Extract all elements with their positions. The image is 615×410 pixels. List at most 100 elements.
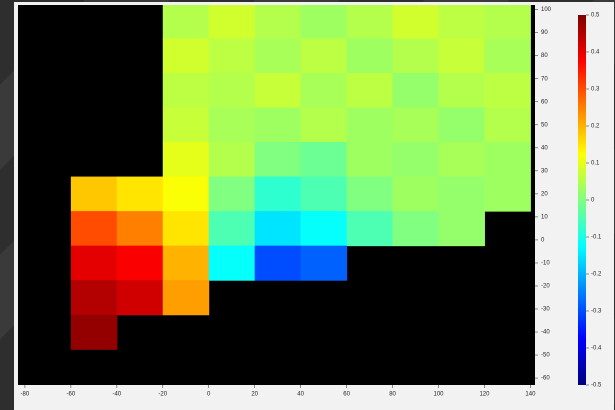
heatmap-cell [209, 177, 255, 212]
colorbar-tick-label: 0.2 [591, 124, 600, 130]
heatmap-cell [163, 73, 209, 108]
heatmap-cell [71, 246, 117, 281]
heatmap-cell [484, 4, 530, 39]
heatmap-cell [301, 246, 347, 281]
heatmap-cell [393, 73, 439, 108]
heatmap-cell [438, 107, 484, 142]
y-tick-label: 10 [541, 214, 548, 220]
heatmap-cell [163, 38, 209, 73]
colorbar-tick-label: 0.3 [591, 87, 600, 93]
x-tick-label: -40 [112, 392, 121, 398]
heatmap-cell [255, 107, 301, 142]
colorbar-tick-label: -0.1 [591, 235, 602, 241]
heatmap-cell [209, 107, 255, 142]
y-tick-label: -50 [541, 353, 550, 359]
heatmap-cell [347, 107, 393, 142]
x-tick-label: 100 [433, 392, 444, 398]
heatmap-cell [393, 4, 439, 39]
heatmap-cell [255, 246, 301, 281]
heatmap-cell [209, 211, 255, 246]
heatmap-cell [163, 280, 209, 315]
heatmap-cell [347, 4, 393, 39]
heatmap-cell [484, 107, 530, 142]
heatmap-cell [301, 142, 347, 177]
heatmap-cell [255, 4, 301, 39]
heatmap-cell [117, 280, 163, 315]
heatmap-cell [163, 4, 209, 39]
heatmap-cell [484, 38, 530, 73]
heatmap-cell [393, 142, 439, 177]
y-tick-label: 40 [541, 145, 548, 151]
x-tick-label: 80 [389, 392, 396, 398]
heatmap-cell [255, 211, 301, 246]
heatmap-cell [71, 177, 117, 212]
y-tick-label: -10 [541, 261, 550, 267]
heatmap-cell [71, 280, 117, 315]
colorbar-tick-label: -0.4 [591, 346, 602, 352]
heatmap-cell [163, 246, 209, 281]
heatmap-cell [163, 142, 209, 177]
heatmap-cell [301, 73, 347, 108]
heatmap-cell [255, 142, 301, 177]
y-tick-label: 70 [541, 76, 548, 82]
colorbar [578, 15, 586, 385]
x-tick-label: -60 [67, 392, 76, 398]
heatmap-cell [438, 211, 484, 246]
x-tick-label: -20 [158, 392, 167, 398]
heatmap-cell [484, 142, 530, 177]
heatmap-cell [163, 177, 209, 212]
heatmap-cell [347, 38, 393, 73]
heatmap-cell [117, 211, 163, 246]
y-tick-label: -60 [541, 376, 550, 382]
colorbar-tick-label: -0.3 [591, 309, 602, 315]
heatmap-cell [255, 177, 301, 212]
heatmap-cell [255, 38, 301, 73]
heatmap-cell [71, 315, 117, 350]
y-tick-label: 60 [541, 99, 548, 105]
colorbar-tick-label: -0.5 [591, 383, 602, 389]
y-tick-label: 100 [541, 7, 552, 13]
heatmap-cell [301, 4, 347, 39]
heatmap-cell [209, 4, 255, 39]
y-tick-label: 80 [541, 53, 548, 59]
heatmap-cell [438, 73, 484, 108]
x-tick-label: 40 [297, 392, 304, 398]
heatmap-cell [438, 142, 484, 177]
heatmap-cell [393, 211, 439, 246]
heatmap-cell [301, 211, 347, 246]
y-tick-label: 90 [541, 30, 548, 36]
heatmap-cell [209, 38, 255, 73]
heatmap-cell [347, 73, 393, 108]
y-tick-label: -40 [541, 330, 550, 336]
heatmap-cell [393, 177, 439, 212]
y-tick-label: 30 [541, 168, 548, 174]
x-tick-label: 140 [525, 392, 536, 398]
chart: -80-60-40-200204060801001201401009080706… [0, 0, 615, 410]
heatmap-cell [484, 73, 530, 108]
heatmap-cell [301, 177, 347, 212]
colorbar-tick-label: 0.1 [591, 161, 600, 167]
heatmap-cell [71, 211, 117, 246]
y-tick-label: 20 [541, 191, 548, 197]
heatmap-cell [301, 38, 347, 73]
heatmap-cell [117, 177, 163, 212]
heatmap-cell [255, 73, 301, 108]
y-tick-label: 50 [541, 122, 548, 128]
heatmap-cell [438, 38, 484, 73]
page: -80-60-40-200204060801001201401009080706… [0, 0, 615, 410]
colorbar-tick-label: 0.5 [591, 13, 600, 19]
heatmap-cell [347, 177, 393, 212]
heatmap-cell [347, 211, 393, 246]
colorbar-tick-label: 0.4 [591, 50, 600, 56]
heatmap-cell [209, 73, 255, 108]
heatmap-cell [393, 38, 439, 73]
heatmap-cell [438, 4, 484, 39]
heatmap-cell [301, 107, 347, 142]
y-tick-label: -30 [541, 307, 550, 313]
y-tick-label: -20 [541, 284, 550, 290]
heatmap-cell [484, 177, 530, 212]
x-tick-label: 120 [479, 392, 490, 398]
colorbar-tick-label: -0.2 [591, 272, 602, 278]
x-tick-label: 60 [343, 392, 350, 398]
heatmap-cell [163, 107, 209, 142]
